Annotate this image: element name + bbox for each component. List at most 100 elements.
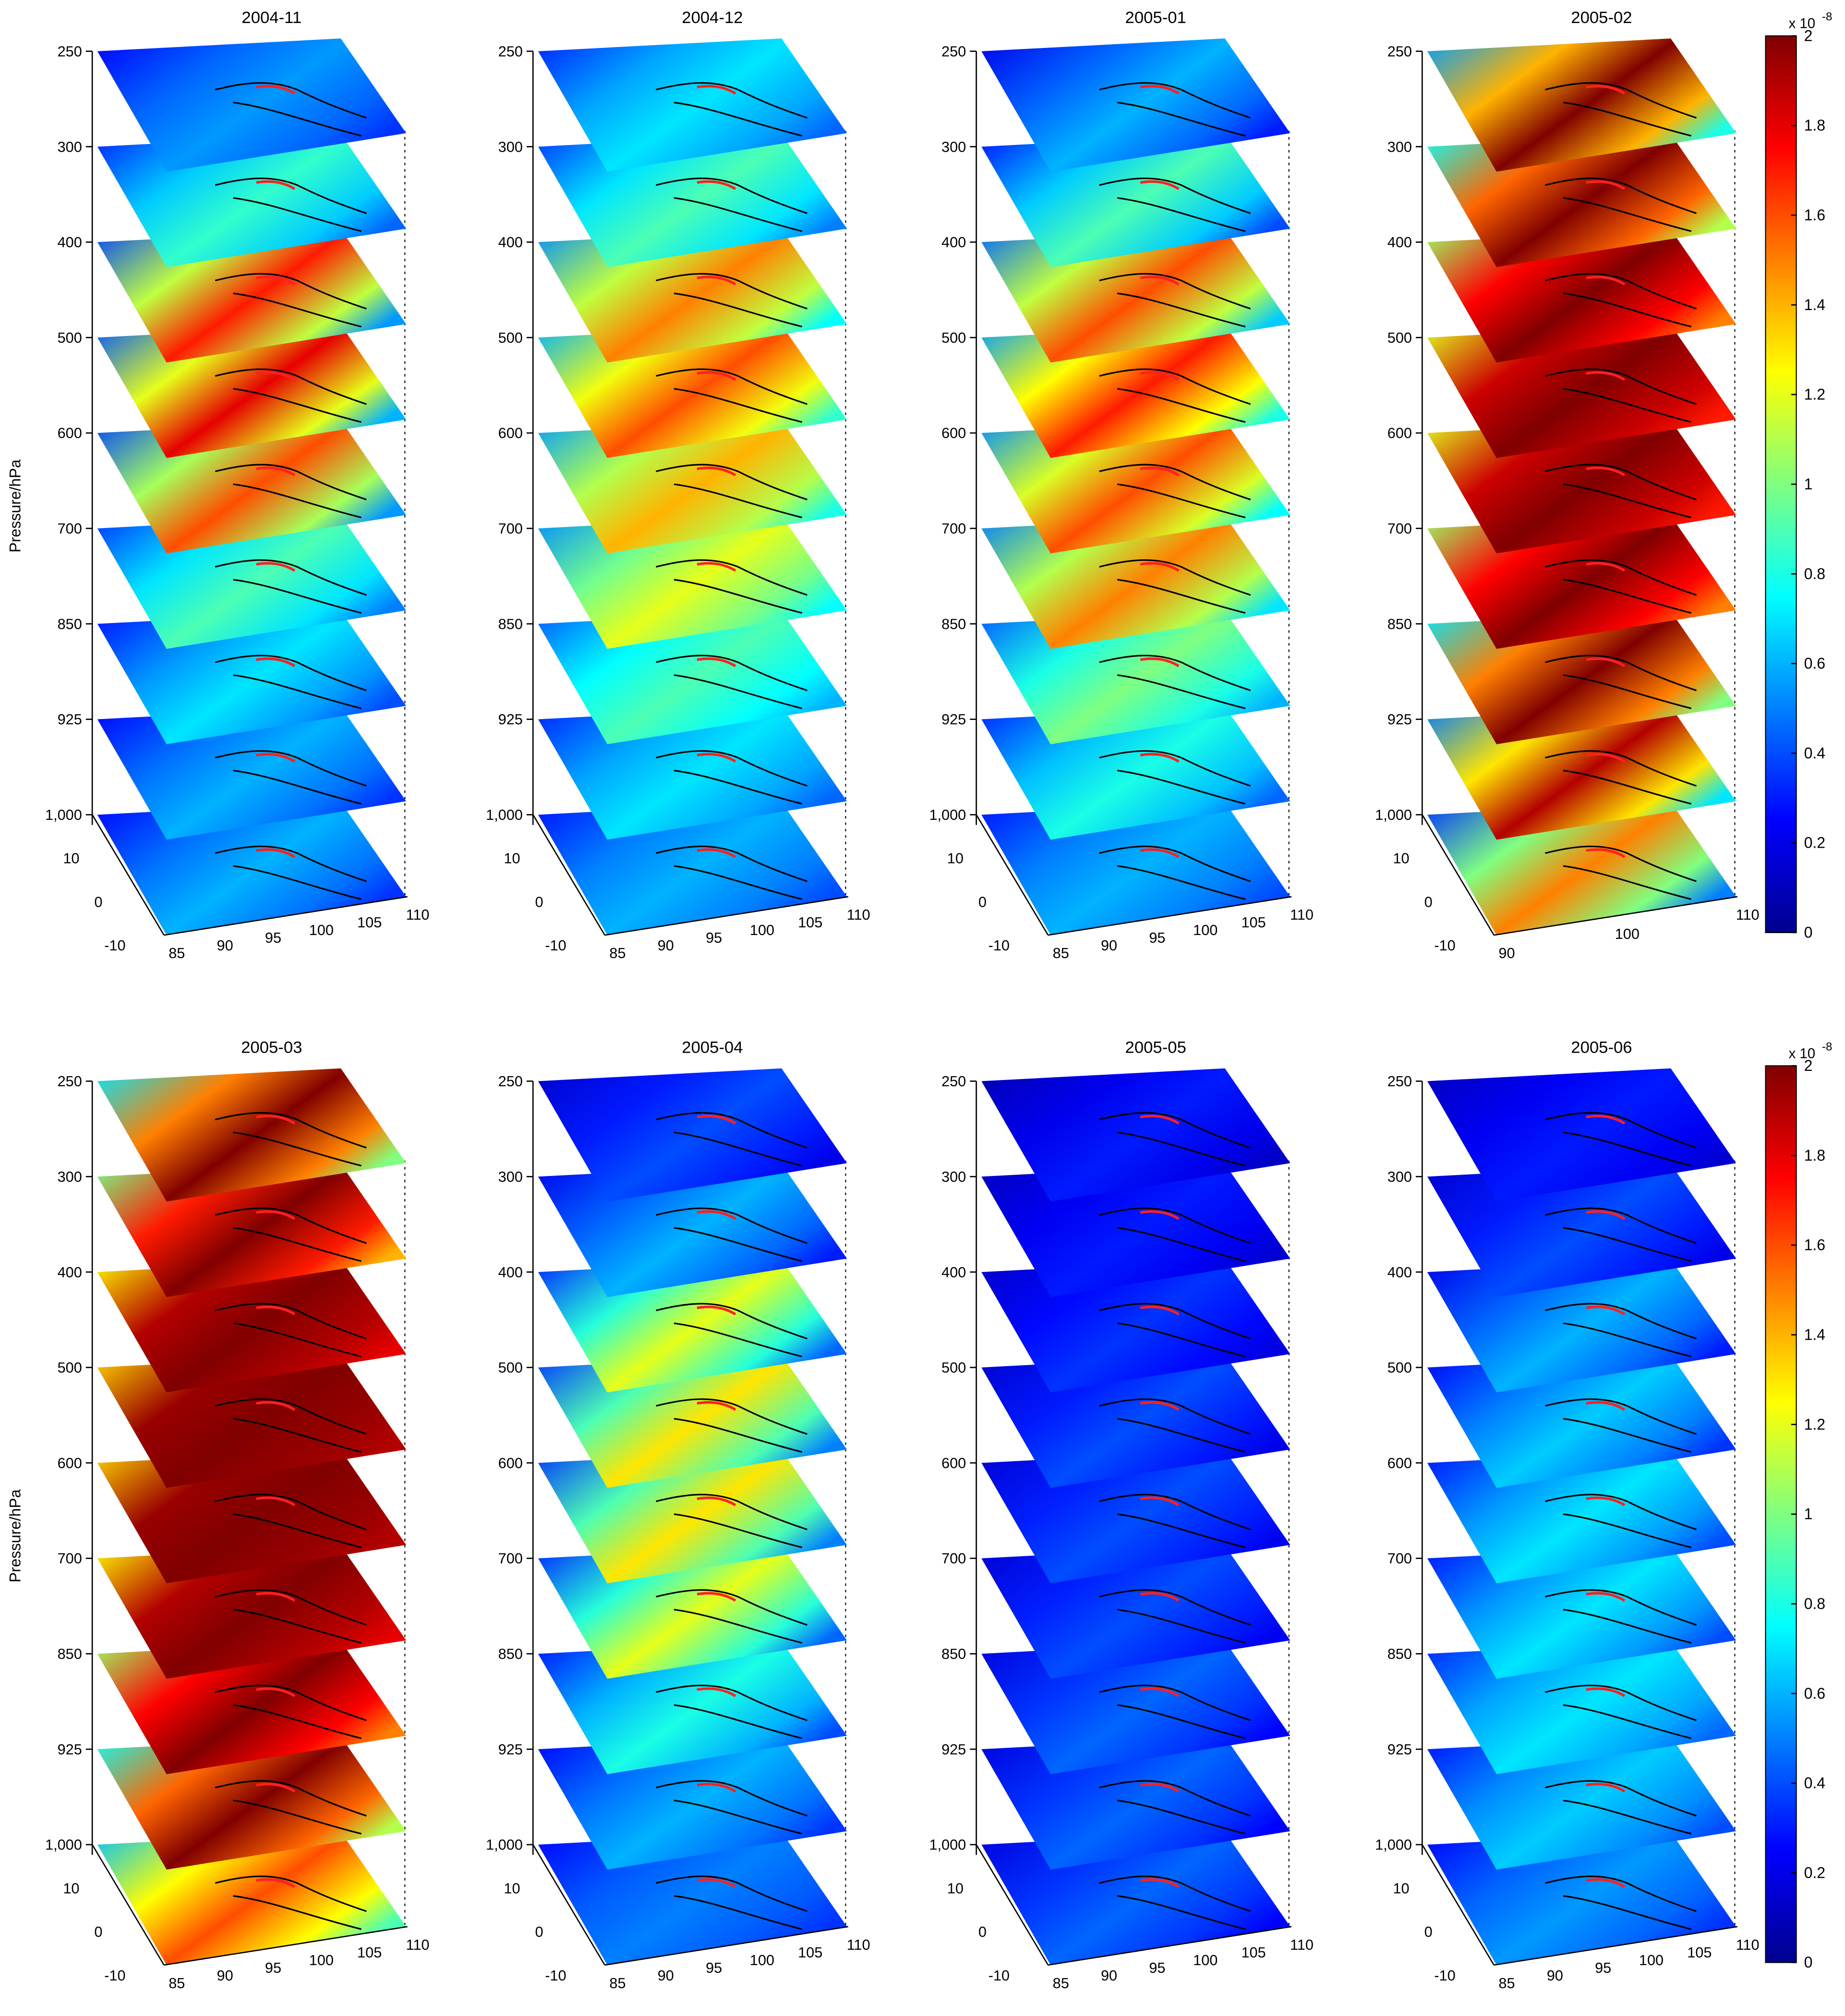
coastline-outline xyxy=(656,1494,808,1548)
colorbar-tick-label: 0 xyxy=(1804,924,1813,941)
coastline-highlight xyxy=(256,1687,296,1697)
colorbar: 0 0.2 0.4 0.6 0.8 1 1.2 1.4 1.6 1.8 2x 10 -8 xyxy=(1765,1040,1832,1971)
coastline-highlight xyxy=(697,1592,736,1602)
coastline-outline xyxy=(1545,1589,1697,1644)
z-tick-label: 850 xyxy=(498,615,523,632)
coastline-outline xyxy=(215,273,367,328)
pressure-layer: 250 xyxy=(58,1068,406,1202)
colorbar: 0 0.2 0.4 0.6 0.8 1 1.2 1.4 1.6 1.8 2x 10 -8 xyxy=(1765,11,1832,941)
z-tick-label: 850 xyxy=(941,1645,966,1662)
coastline-outline xyxy=(656,1875,808,1930)
coastline-outline xyxy=(1545,1875,1697,1930)
coastline-highlight xyxy=(1140,848,1180,858)
coastline-highlight xyxy=(1586,276,1626,286)
lon-axis: 85 90 95 100 105 110 xyxy=(1048,1926,1314,1992)
z-tick-label: 600 xyxy=(941,1454,966,1471)
lon-tick-label: 100 xyxy=(750,922,774,938)
lon-axis-line xyxy=(164,1926,408,1966)
coastline-outline xyxy=(1545,1398,1697,1453)
lon-tick-label: 90 xyxy=(1498,945,1515,961)
coastline-highlight xyxy=(256,1210,296,1220)
z-tick-label: 250 xyxy=(1387,1073,1412,1090)
pressure-layer: 250 xyxy=(498,1068,847,1202)
colorbar-multiplier: x 10 xyxy=(1789,1045,1815,1061)
lat-tick-label: 10 xyxy=(1393,1880,1409,1896)
z-tick-label: 700 xyxy=(1387,520,1412,537)
coastline-outline xyxy=(215,178,367,232)
colorbar-tick-label: 0 xyxy=(1804,1954,1813,1971)
z-tick-label: 500 xyxy=(58,329,82,346)
z-tick-label: 500 xyxy=(58,1359,82,1376)
lat-tick-label: 10 xyxy=(1393,850,1409,867)
coastline-highlight xyxy=(256,180,296,190)
lon-tick-label: 95 xyxy=(1149,1959,1165,1976)
lon-tick-label: 90 xyxy=(1101,937,1117,954)
coastline-outline xyxy=(656,1589,808,1644)
coastline-highlight xyxy=(1586,1115,1626,1125)
coastline-outline xyxy=(1545,1684,1697,1740)
coastline-outline xyxy=(1099,845,1251,900)
coastline-highlight xyxy=(1140,753,1180,763)
coastline-outline xyxy=(1099,1684,1251,1740)
lat-axis-line xyxy=(976,814,1049,936)
coastline-outline xyxy=(215,1875,367,1930)
coastline-outline xyxy=(1545,368,1697,423)
coastline-outline xyxy=(1545,82,1697,137)
coastline-outline xyxy=(1099,1303,1251,1357)
coastline-highlight xyxy=(256,848,296,858)
z-tick-label: 925 xyxy=(498,1741,523,1758)
colorbar-tick-label: 0.4 xyxy=(1804,1775,1826,1792)
z-tick-label: 850 xyxy=(498,1645,523,1662)
z-tick-label: 500 xyxy=(1387,329,1412,346)
coastline-highlight xyxy=(1140,276,1180,286)
z-tick-label: 1,000 xyxy=(45,806,82,823)
coastline-highlight xyxy=(1586,1687,1626,1697)
z-tick-label: 1,000 xyxy=(1375,1836,1412,1853)
colorbar-tick-label: 0.2 xyxy=(1804,834,1826,852)
coastline-highlight xyxy=(1586,1210,1626,1220)
lon-tick-label: 90 xyxy=(658,1967,674,1984)
lat-tick-label: -10 xyxy=(104,1967,125,1984)
coastline-highlight xyxy=(1140,1306,1180,1316)
coastline-highlight xyxy=(1586,1592,1626,1602)
lat-tick-label: 0 xyxy=(1424,893,1433,910)
coastline-highlight xyxy=(1586,180,1626,190)
coastline-highlight xyxy=(256,1496,296,1507)
coastline-highlight xyxy=(1140,180,1180,190)
coastline-outline xyxy=(656,82,808,137)
lat-axis-line xyxy=(1422,1844,1495,1966)
z-tick-label: 400 xyxy=(498,1264,523,1281)
colorbar-tick-label: 1.4 xyxy=(1804,1326,1826,1344)
lon-tick-label: 105 xyxy=(357,1944,382,1961)
colorbar-tick-label: 0.4 xyxy=(1804,744,1826,762)
coastline-outline xyxy=(656,1112,808,1167)
colorbar-tick-label: 1.8 xyxy=(1804,1147,1826,1164)
lon-tick-label: 85 xyxy=(1498,1975,1515,1992)
coastline-outline xyxy=(1545,559,1697,614)
coastline-outline xyxy=(215,1494,367,1548)
z-tick-label: 700 xyxy=(498,520,523,537)
z-tick-label: 850 xyxy=(58,615,82,632)
coastline-highlight xyxy=(256,1878,296,1888)
z-tick-label: 250 xyxy=(58,43,82,60)
z-tick-label: 250 xyxy=(1387,43,1412,60)
z-tick-label: 700 xyxy=(941,1550,966,1567)
coastline-highlight xyxy=(697,1687,736,1697)
coastline-outline xyxy=(656,368,808,423)
coastline-highlight xyxy=(1586,657,1626,668)
lon-tick-label: 105 xyxy=(1242,914,1266,931)
coastline-outline xyxy=(656,273,808,328)
lon-tick-label: 95 xyxy=(1149,929,1165,946)
coastline-highlight xyxy=(1586,1306,1626,1316)
lon-tick-label: 110 xyxy=(1290,1936,1314,1953)
z-tick-label: 500 xyxy=(498,1359,523,1376)
z-tick-label: 600 xyxy=(1387,425,1412,442)
lat-tick-label: 0 xyxy=(535,1923,543,1940)
lat-axis: 10 0 -10 xyxy=(63,814,165,954)
coastline-highlight xyxy=(1586,467,1626,477)
lat-axis-line xyxy=(1422,814,1495,936)
z-tick-label: 850 xyxy=(1387,1645,1412,1662)
lon-tick-label: 85 xyxy=(1053,1975,1069,1992)
lon-tick-label: 105 xyxy=(1687,1944,1712,1961)
colorbar-tick-label: 0.2 xyxy=(1804,1864,1826,1881)
